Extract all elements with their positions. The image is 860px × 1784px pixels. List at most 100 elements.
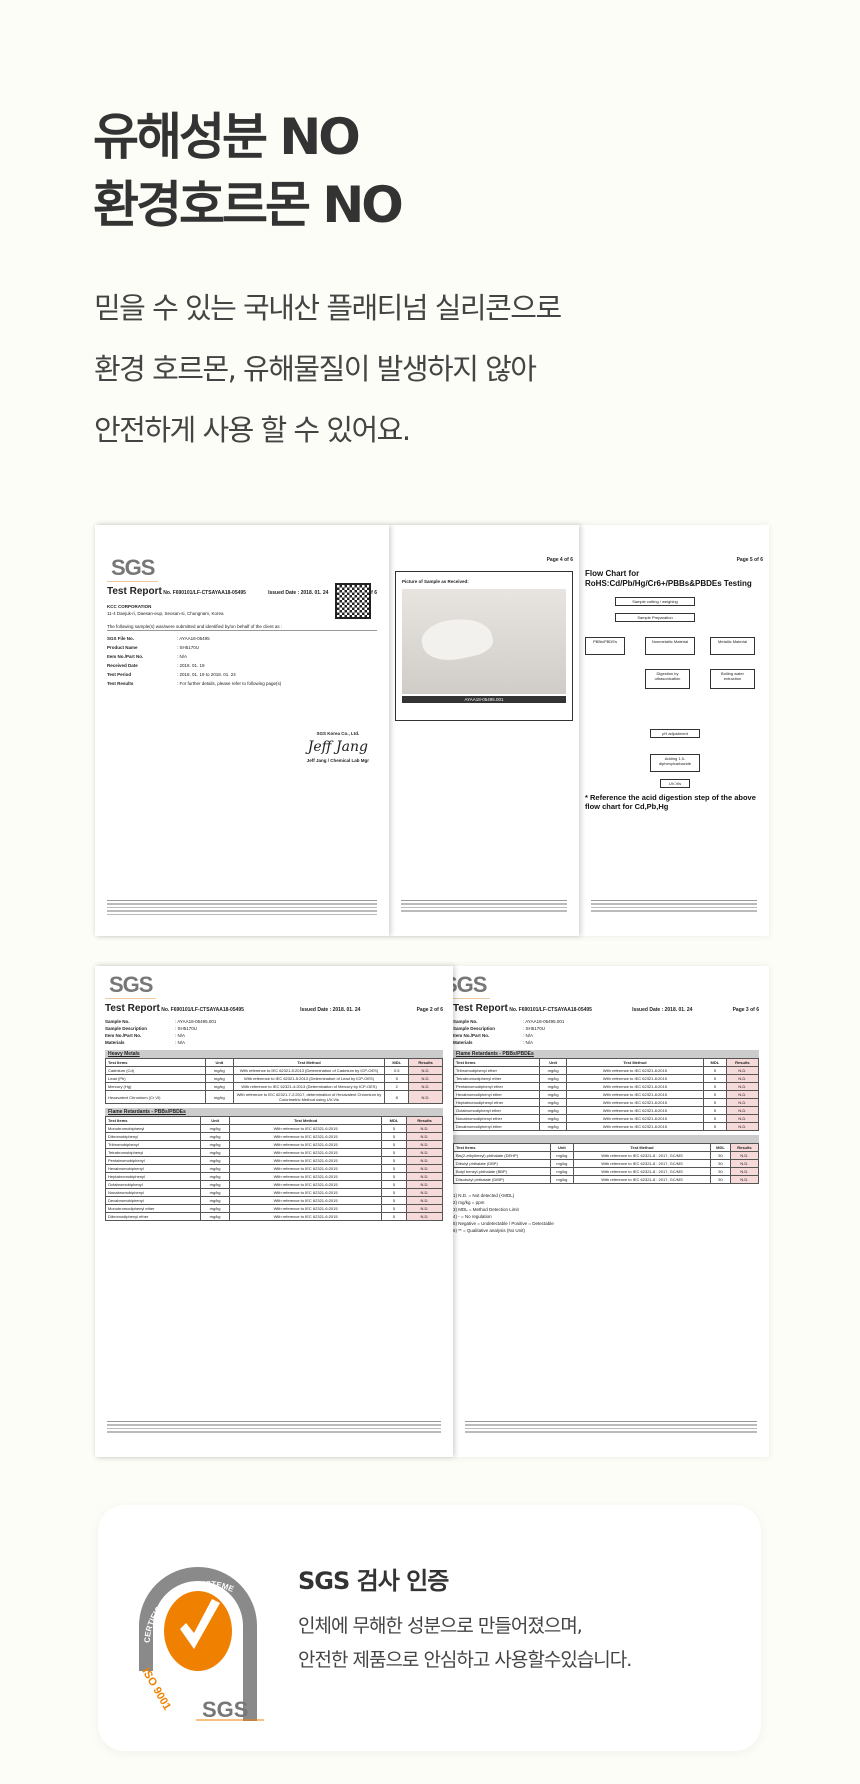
report-field: Product Name: SH5170U — [107, 645, 200, 650]
client-info: KCC CORPORATION 11-4 Daejuk-ri, Daesan-eu… — [107, 603, 297, 617]
title-line-2: 환경호르몬 NO — [93, 176, 404, 234]
table-row: Nonabromodiphenyl ether mg/kg With referen… — [453, 1114, 760, 1123]
report-fields: Sample No.: AYAA18-05495.001 Sample Descr… — [105, 1018, 443, 1046]
report-footer — [401, 900, 567, 926]
sample-id: AYAA18-05495.001 — [402, 696, 566, 703]
table-row: Lead (Pb) mg/kg With reference to IEC 6232… — [104, 1074, 443, 1083]
table-row: Butyl benzyl phthalate (BBP) mg/kg With re… — [453, 1167, 760, 1176]
report-field: Sample Description: SH5170U — [453, 1026, 546, 1031]
signer-name: Jeff Jang / Chemical Lab Mgr — [306, 758, 369, 763]
table-row: Tribromobiphenyl mg/kg With reference to I… — [105, 1140, 443, 1149]
report-label: Test Report — [107, 586, 162, 597]
report-header: Test Report No. F690101/LF-CTSAYAA18-054… — [105, 1003, 443, 1014]
report-footer — [107, 900, 377, 926]
report-note: 6) ** = Qualitative analysis (No Unit) — [453, 1228, 525, 1233]
report-footer — [465, 1421, 757, 1447]
signature-block: SGS Korea Co., Ltd. Jeff Jang Jeff Jang … — [307, 731, 369, 763]
table-row: Tetrabromobiphenyl mg/kg With reference to… — [105, 1148, 443, 1157]
table-row: Nonabromobiphenyl mg/kg With reference to … — [105, 1188, 443, 1197]
sgs-iso-9001-logo-icon: CERTIFICATION DE SYSTEME ISO 9001 SGS — [139, 1567, 264, 1721]
page-number: Page 2 of 6 — [416, 1007, 443, 1013]
description-line: 믿을 수 있는 국내산 플래티넘 실리콘으로 — [94, 291, 562, 325]
table-row: Octabromodiphenyl ether mg/kg With referen… — [453, 1106, 760, 1115]
report-field: Item No./Part No.: N/A — [107, 654, 188, 659]
table-row: Decabromodiphenyl ether mg/kg With referen… — [453, 1122, 760, 1131]
report-note: 3) MDL = Method Detection Limit — [453, 1207, 519, 1212]
report-page-3: SGS Test Report No. F690101/LF-CTSAYAA18… — [453, 966, 769, 1457]
report-note: 5) Negative = Undetectable / Positive = … — [453, 1221, 554, 1226]
report-number: No. F690101/LF-CTSAYAA18-05495 — [161, 1007, 244, 1013]
page-title: 유해성분 NO 환경호르몬 NO — [93, 103, 404, 239]
page-number: Page 4 of 6 — [546, 557, 573, 563]
pbde-table: Test Items Unit Test Method MDL Results Tribr… — [453, 1058, 760, 1131]
company-name: KCC CORPORATION — [107, 604, 152, 609]
table-row: Tribromodiphenyl ether mg/kg With referenc… — [453, 1066, 760, 1075]
heavy-metals-table: Test Items Unit Test Method MDL Results Cadmi… — [104, 1058, 443, 1104]
company-address: 11-4 Daejuk-ri, Daesan-eup, Seosan-si, C… — [107, 611, 224, 616]
svg-text:ISO 9001: ISO 9001 — [139, 1666, 173, 1712]
issued-date: Issued Date : 2018. 01. 24 — [300, 1007, 361, 1013]
description-line: 안전하게 사용 할 수 있어요. — [94, 413, 411, 447]
certification-text: 인체에 무해한 성분으로 만들어졌으며, 안전한 제품으로 안심하고 사용할수있… — [298, 1609, 632, 1677]
phthalates-table: Test Items Unit Test Method MDL Results Bis(2… — [453, 1143, 760, 1184]
test-report-pages-top: SGS Test Report No. F690101/LF-CTSAYAA18… — [95, 525, 769, 936]
report-note: 1) N.D. = Not detected (<MDL) — [453, 1193, 515, 1198]
report-field: Sample Description: SH5170U — [105, 1026, 198, 1031]
report-fields: Sample No.: AYAA18-05495.001 Sample Descr… — [453, 1018, 759, 1046]
report-footer — [591, 900, 757, 926]
certification-line: 인체에 무해한 성분으로 만들어졌으며, — [298, 1615, 583, 1637]
report-page-2: SGS Test Report No. F690101/LF-CTSAYAA18… — [95, 966, 453, 1457]
table-row: Pentabromodiphenyl ether mg/kg With refere… — [453, 1082, 760, 1091]
table-row: Hexabromodiphenyl ether mg/kg With referen… — [453, 1090, 760, 1099]
report-field: Sample No.: AYAA18-05495.001 — [453, 1019, 565, 1024]
table-row: Pentabromobiphenyl mg/kg With reference to… — [105, 1156, 443, 1165]
report-field: SGS File No.: AYAA18-05495 — [107, 636, 210, 641]
description: 믿을 수 있는 국내산 플래티넘 실리콘으로 환경 호르몬, 유해물질이 발생하… — [94, 278, 562, 461]
table-row: Tetrabromodiphenyl ether mg/kg With refere… — [453, 1074, 760, 1083]
svg-text:SGS: SGS — [202, 1697, 248, 1721]
report-number: No. F690101/LF-CTSAYAA18-05495 — [163, 590, 246, 596]
table-row: Heptabromobiphenyl mg/kg With reference to… — [105, 1172, 443, 1181]
flow-chart-title: Flow Chart for RoHS:Cd/Pb/Hg/Cr6+/PBBs&P… — [585, 569, 752, 588]
page-number: Page 3 of 6 — [732, 1007, 759, 1013]
table-row: Octabromobiphenyl mg/kg With reference to … — [105, 1180, 443, 1189]
issued-date: Issued Date : 2018. 01. 24 — [268, 590, 329, 596]
flow-chart: Sample cutting / weighing Sample Prepara… — [585, 589, 763, 789]
flow-chart-note: * Reference the acid digestion step of t… — [585, 793, 756, 811]
description-line: 환경 호르몬, 유해물질이 발생하지 않아 — [94, 352, 537, 386]
table-header: Test Items Unit Test Method MDL Results — [453, 1143, 760, 1152]
table-header: Test Items Unit Test Method MDL Results — [453, 1058, 760, 1067]
report-field: Test Results: For further details, pleas… — [107, 681, 282, 686]
table-row: Dibutyl phthalate (DBP) mg/kg With referen… — [453, 1159, 760, 1168]
section-heading: Heavy Metals — [105, 1050, 443, 1058]
test-report-pages-bottom: SGS Test Report No. F690101/LF-CTSAYAA18… — [95, 966, 769, 1457]
report-notes: 1) N.D. = Not detected (<MDL) 2) mg/kg = … — [453, 1192, 759, 1234]
sgs-certification-card: CERTIFICATION DE SYSTEME ISO 9001 SGS SG… — [98, 1505, 761, 1751]
table-row: Diisobutyl phthalate (DIBP) mg/kg With ref… — [453, 1175, 760, 1184]
report-field: Item No./Part No.: N/A — [453, 1033, 534, 1038]
picture-caption: Picture of Sample as Received: — [402, 579, 469, 584]
title-line-1: 유해성분 NO — [93, 108, 361, 166]
table-row: Bis(2-ethylhexyl) phthalate (DEHP) mg/kg W… — [453, 1151, 760, 1160]
report-page-1: SGS Test Report No. F690101/LF-CTSAYAA18… — [95, 525, 389, 936]
report-field: Item No./Part No.: N/A — [105, 1033, 186, 1038]
report-field: Materials: N/A — [105, 1040, 186, 1045]
flame-retardants-table: Test Items Unit Test Method MDL Results Monob… — [105, 1116, 443, 1221]
report-page-4: Page 4 of 6 Picture of Sample as Receive… — [389, 525, 579, 936]
page-number: Page 5 of 6 — [736, 557, 763, 563]
issued-date: Issued Date : 2018. 01. 24 — [632, 1007, 693, 1013]
report-page-5: Page 5 of 6 Flow Chart for RoHS:Cd/Pb/Hg… — [579, 525, 769, 936]
sample-photo — [402, 589, 566, 694]
report-note: 4) - = No regulation — [453, 1214, 492, 1219]
report-field: Received Date: 2018. 01. 19 — [107, 663, 205, 668]
sample-picture-box: Picture of Sample as Received: AYAA18-05… — [395, 571, 573, 721]
report-note: 2) mg/kg = ppm — [453, 1200, 485, 1205]
report-label: Test Report — [105, 1003, 160, 1014]
report-number: No. F690101/LF-CTSAYAA18-05495 — [509, 1007, 592, 1013]
table-row: Decabromobiphenyl mg/kg With reference to … — [105, 1196, 443, 1205]
report-label: Test Report — [453, 1003, 508, 1014]
sgs-logo: SGS — [105, 972, 157, 999]
table-row: Mercury (Hg) mg/kg With reference to IEC 6… — [104, 1082, 443, 1091]
certification-line: 안전한 제품으로 안심하고 사용할수있습니다. — [298, 1649, 632, 1671]
report-field: Test Period: 2018. 01. 19 to 2018. 01. 2… — [107, 672, 236, 677]
